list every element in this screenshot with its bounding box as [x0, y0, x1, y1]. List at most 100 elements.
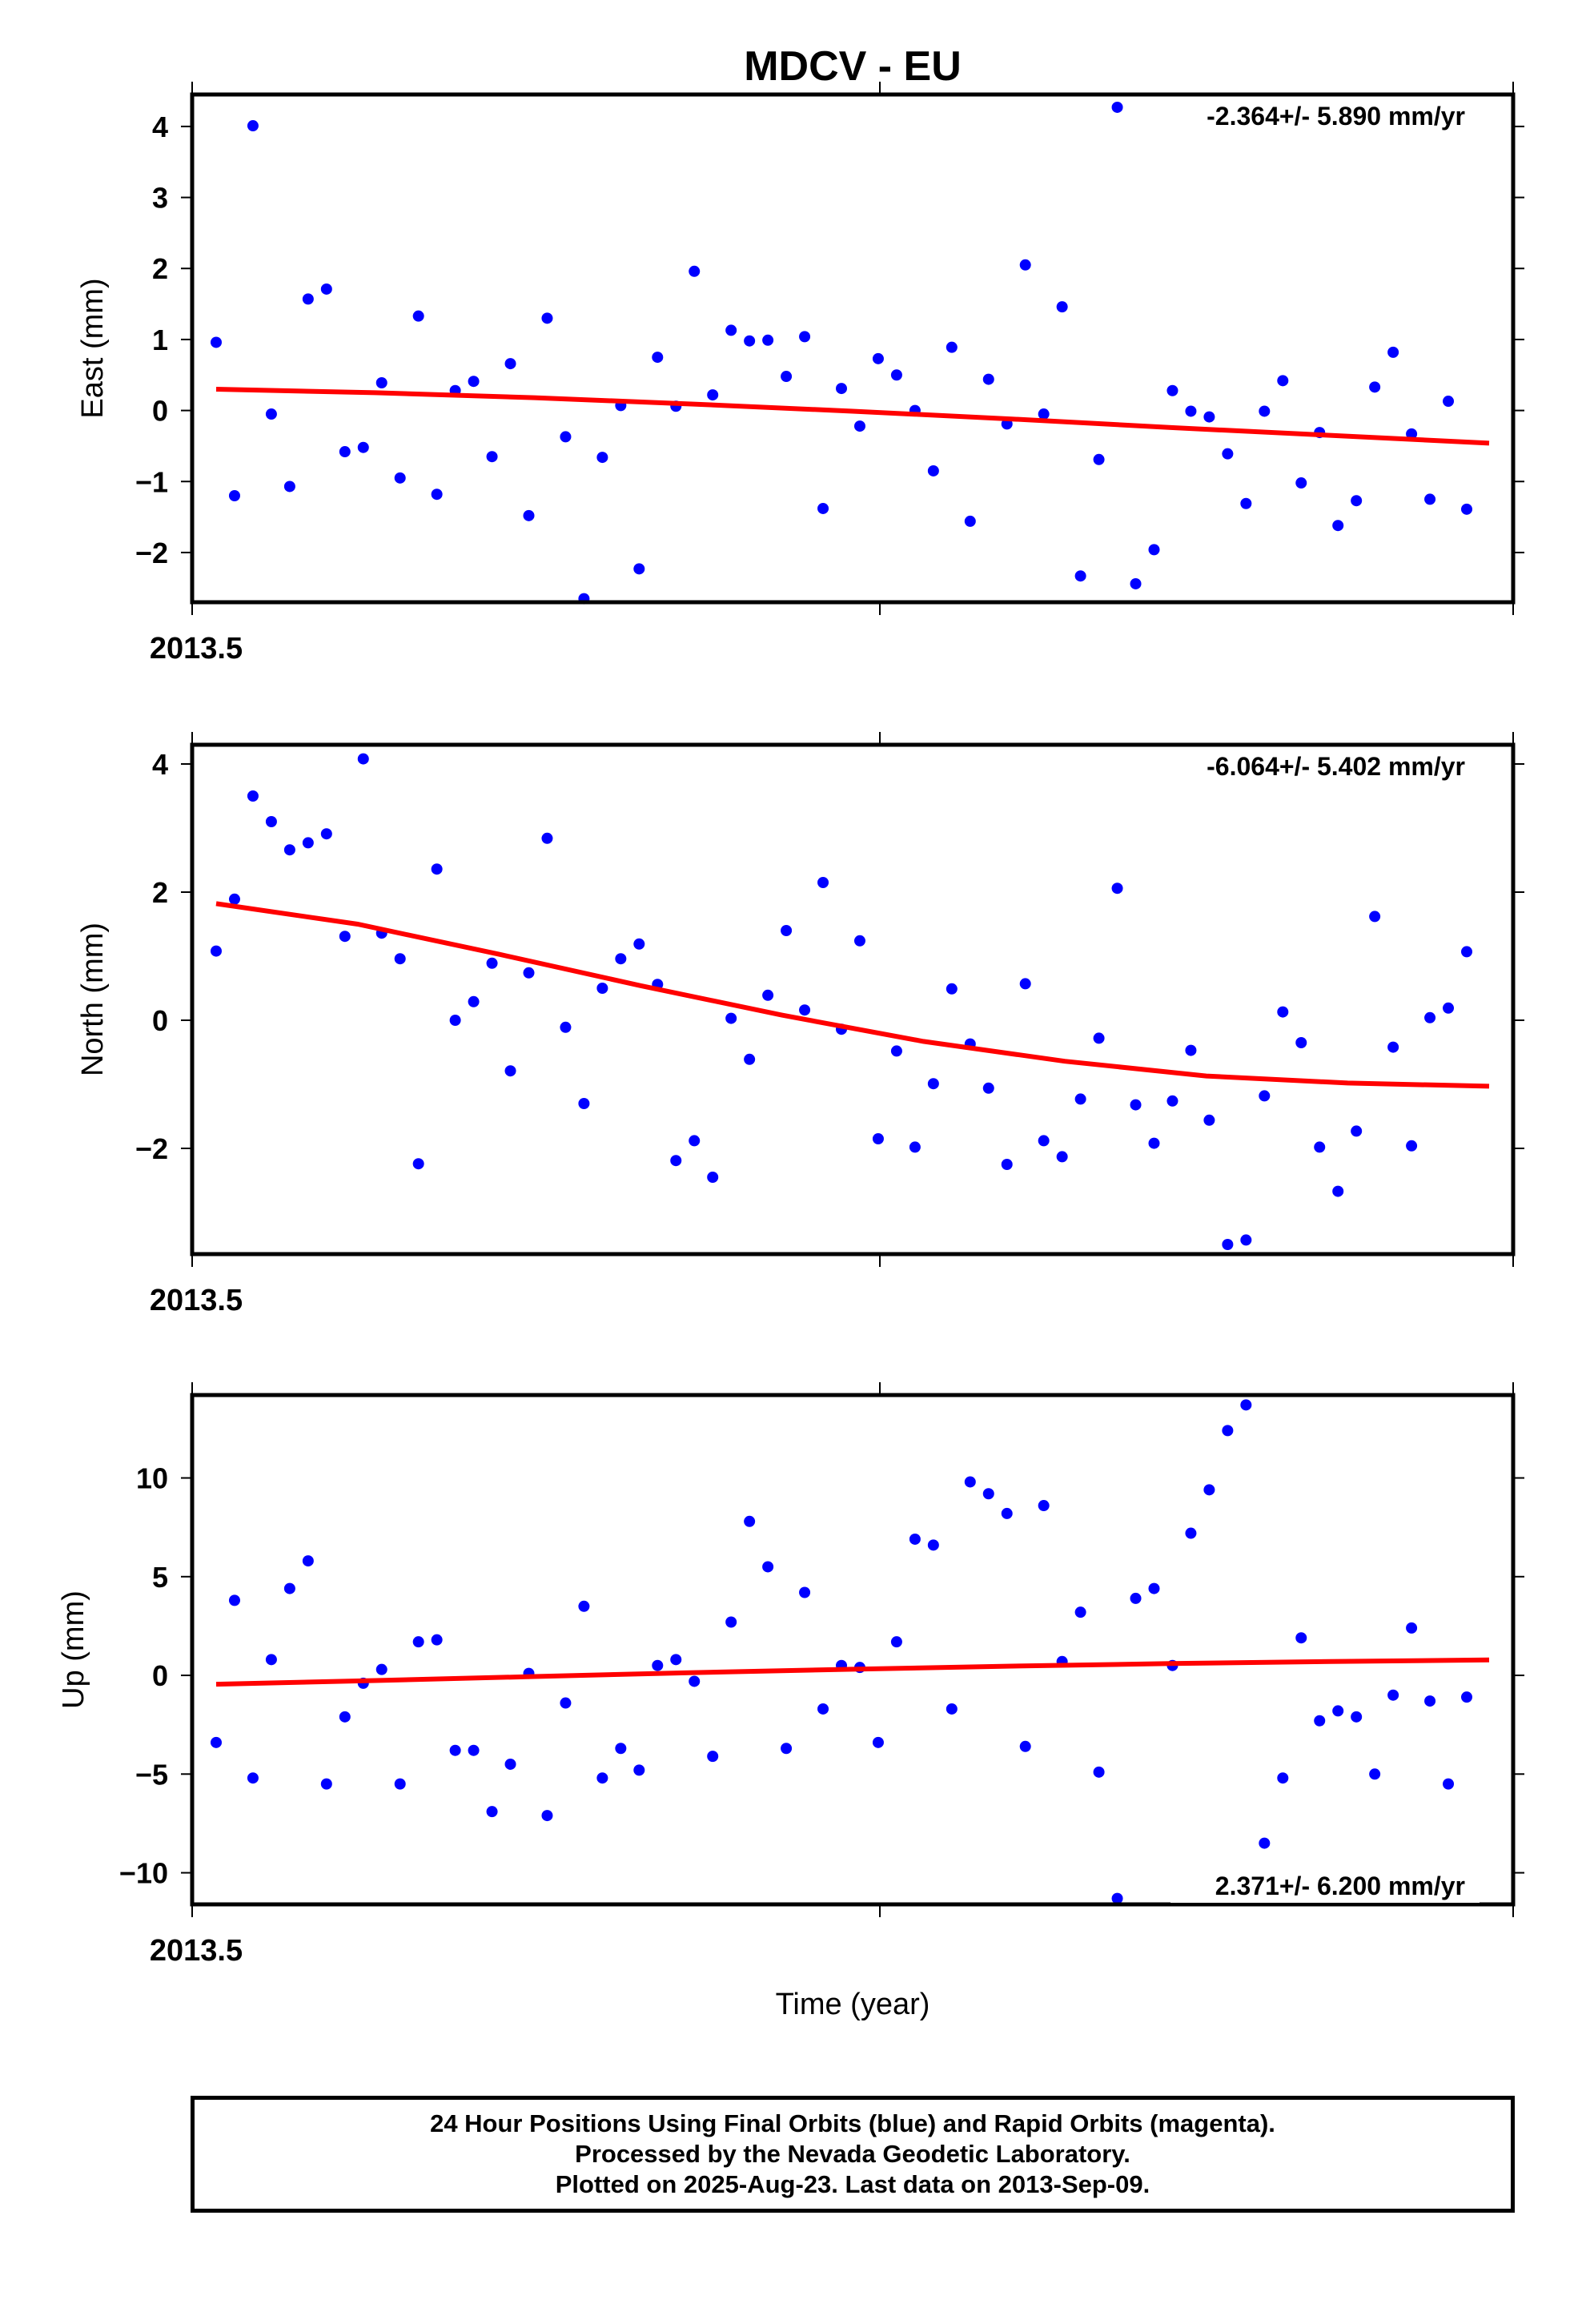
north-data-point [1240, 1234, 1252, 1246]
east-data-point [799, 331, 811, 343]
up-data-point [578, 1600, 590, 1612]
up-data-point [670, 1654, 682, 1666]
north-data-point [1424, 1011, 1436, 1023]
east-data-point [762, 334, 774, 346]
up-data-point [1019, 1740, 1031, 1752]
up-data-point [927, 1539, 939, 1551]
up-data-point [1203, 1484, 1215, 1496]
up-data-point [633, 1764, 645, 1776]
north-data-point [412, 1158, 424, 1170]
east-data-point [1332, 520, 1344, 532]
east-data-point [1259, 405, 1271, 417]
east-ytick-label: −1 [135, 465, 168, 498]
east-data-point [1203, 411, 1215, 423]
up-data-point [1332, 1705, 1344, 1717]
east-data-point [302, 293, 314, 305]
east-data-point [707, 389, 719, 401]
east-ytick-label: −2 [135, 537, 168, 569]
north-data-point [781, 925, 793, 936]
north-panel: 4 2 0 −2 2013.5 North (mm) -6.064+/- 5.402 mm/… [76, 732, 1524, 1317]
east-y-axis-label: East (mm) [76, 278, 110, 418]
north-data-point [927, 1078, 939, 1090]
north-data-point [689, 1135, 701, 1147]
up-data-point [247, 1772, 259, 1784]
east-data-point [339, 446, 351, 458]
east-data-point [211, 336, 222, 348]
north-ytick-label: 4 [152, 748, 168, 781]
footer-box: 24 Hour Positions Using Final Orbits (bl… [191, 2096, 1515, 2213]
north-data-point [1295, 1037, 1307, 1048]
up-data-point [946, 1703, 958, 1715]
up-data-point [468, 1744, 480, 1756]
up-data-point [1222, 1425, 1234, 1437]
east-data-point [946, 341, 958, 353]
north-ytick-label: 0 [152, 1004, 168, 1037]
east-ytick-label: 4 [152, 111, 168, 143]
north-data-point [1038, 1135, 1050, 1147]
up-data-point [872, 1736, 884, 1748]
east-data-point [265, 408, 277, 420]
east-data-point [1277, 375, 1289, 387]
north-data-point [1332, 1185, 1344, 1197]
up-rate-label-bg [1170, 1872, 1480, 1903]
east-data-point [1461, 503, 1472, 515]
up-data-point [1259, 1837, 1271, 1849]
up-data-point [1074, 1606, 1086, 1618]
up-data-point [707, 1751, 719, 1763]
chart-title: MDCV - EU [744, 43, 962, 90]
north-data-point [1443, 1002, 1455, 1014]
north-data-point [1019, 978, 1031, 990]
north-data-point [228, 893, 240, 905]
north-data-point [541, 832, 553, 844]
up-data-point [1424, 1695, 1436, 1707]
north-data-point [211, 945, 222, 957]
east-data-point [1148, 544, 1160, 556]
north-data-point [1203, 1114, 1215, 1126]
east-ytick-label: 1 [152, 324, 168, 356]
east-data-point [1185, 405, 1197, 417]
up-y-axis-label: Up (mm) [57, 1590, 90, 1709]
up-xtick-label: 2013.5 [150, 1934, 243, 1968]
east-data-point [964, 515, 976, 527]
north-data-point [560, 1021, 572, 1033]
north-data-point [357, 753, 369, 765]
east-data-point [504, 358, 516, 370]
north-data-point [449, 1015, 461, 1026]
north-data-point [762, 989, 774, 1001]
footer-line-3: Plotted on 2025-Aug-23. Last data on 201… [555, 2170, 1150, 2198]
east-data-point [1240, 497, 1252, 509]
up-fit-line [215, 1657, 1490, 1687]
north-data-point [946, 983, 958, 995]
east-data-point [872, 352, 884, 364]
up-data-point [615, 1743, 627, 1755]
up-data-point [725, 1616, 737, 1628]
east-data-point [1351, 495, 1363, 507]
up-data-point [762, 1561, 774, 1573]
up-data-point [744, 1515, 756, 1527]
east-data-point [357, 441, 369, 453]
north-data-point [394, 953, 406, 965]
east-data-point [982, 373, 994, 385]
north-data-point [265, 816, 277, 827]
north-data-point [1001, 1159, 1013, 1170]
up-data-point [1406, 1622, 1418, 1634]
up-data-point [1185, 1527, 1197, 1539]
east-data-point [560, 431, 572, 443]
east-data-point [596, 452, 608, 464]
north-data-point [1351, 1125, 1363, 1137]
east-ytick-label: 2 [152, 252, 168, 285]
up-data-point [375, 1663, 387, 1675]
east-data-point [1295, 477, 1307, 489]
east-data-point [1166, 384, 1178, 396]
east-rate-label-bg [1170, 103, 1480, 133]
up-data-point [817, 1703, 829, 1715]
up-ytick-label: 10 [136, 1462, 168, 1495]
up-data-point [560, 1697, 572, 1709]
up-panel: 10 5 0 −5 −10 2013.5 Up (mm) 2.371+/- 6.200 mm/… [57, 1382, 1524, 1968]
north-data-point [247, 790, 259, 802]
east-data-point [781, 371, 793, 383]
east-data-point [1056, 301, 1068, 313]
north-data-point [615, 953, 627, 965]
